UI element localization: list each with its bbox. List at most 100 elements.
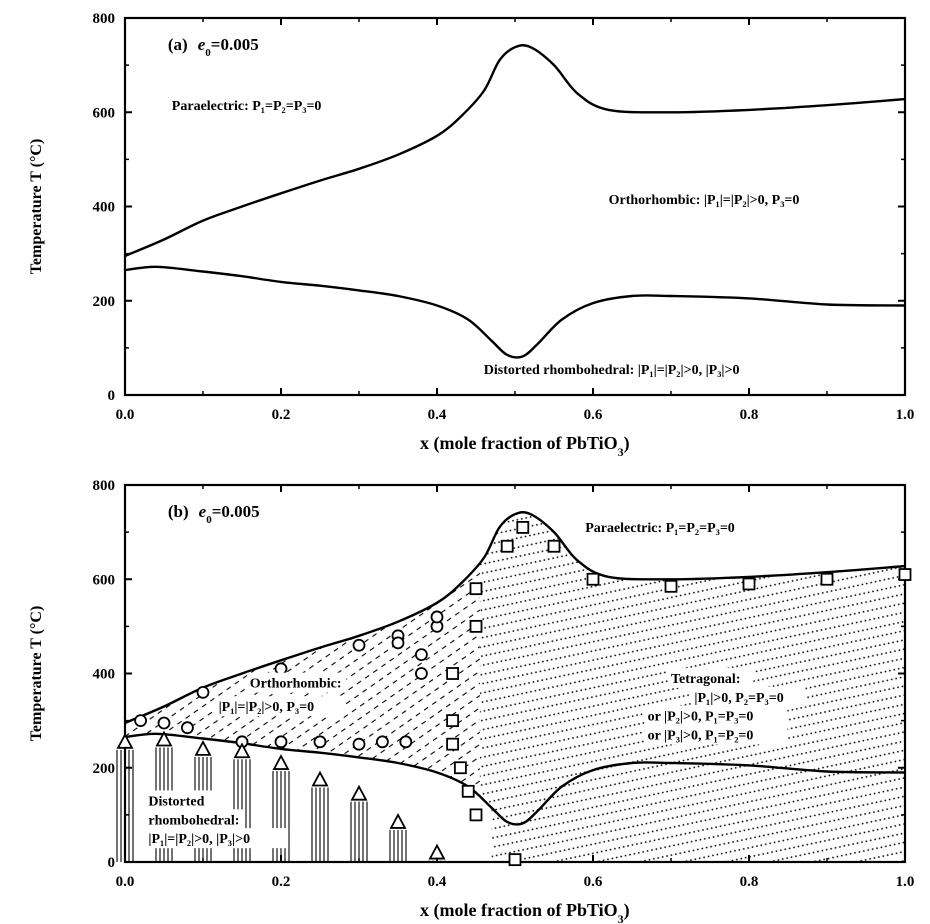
y-tick-label: 200 (93, 761, 116, 777)
square-data-point (469, 582, 483, 596)
x-tick-label: 0.0 (116, 407, 135, 423)
x-tick-label: 0.2 (272, 874, 291, 890)
annotation-background (246, 672, 347, 693)
square-data-point (446, 667, 460, 680)
y-tick-label: 0 (108, 388, 116, 404)
triangle-data-point (350, 784, 368, 801)
square-data-point (446, 737, 460, 751)
triangle-data-point (311, 770, 329, 787)
square-data-point (547, 539, 561, 553)
x-tick-label: 0.6 (584, 407, 603, 423)
circle-data-point (180, 721, 194, 735)
parameter-value: =0.005 (211, 35, 259, 54)
x-tick-label: 0.2 (272, 407, 291, 423)
square-data-point (516, 521, 530, 534)
square-data-point (664, 579, 678, 593)
y-tick-label: 600 (93, 105, 116, 121)
annotation-background (145, 790, 217, 811)
phase-region-annotation: Orthorhombic: (250, 677, 342, 692)
square-data-point (500, 539, 514, 553)
parameter-symbol: e (199, 502, 207, 521)
x-tick-label: 0.4 (428, 874, 447, 890)
panel-label: (b) e0=0.005 (168, 502, 260, 526)
lower-phase-boundary-line (124, 265, 906, 359)
x-axis-label-end: ) (624, 433, 630, 454)
y-tick-label: 800 (93, 11, 116, 27)
upper-phase-boundary-line (124, 44, 906, 258)
y-tick-label: 0 (108, 855, 116, 871)
panel-b-phase-diagram: 0.0 0.2 0.4 0.6 0.8 1.0 0 200 400 600 800 Temperatu… (28, 478, 914, 924)
square-data-point (446, 714, 460, 728)
parameter-symbol: e (198, 35, 206, 54)
y-axis-label: Temperature T (°C) (28, 606, 45, 742)
triangle-data-point (272, 754, 290, 770)
x-axis-label: x (mole fraction of PbTiO3) (420, 433, 630, 459)
x-tick-label: 0.4 (428, 407, 447, 423)
circle-data-point (399, 735, 413, 749)
parameter-value: =0.005 (212, 502, 260, 521)
circle-data-point (414, 648, 428, 662)
phase-region-annotation: Distorted (148, 794, 204, 809)
y-tick-label: 400 (93, 200, 116, 216)
triangle-data-point (155, 730, 173, 747)
triangle-data-point (428, 843, 446, 860)
square-data-point (453, 761, 467, 775)
panel-a-phase-diagram: 0.0 0.2 0.4 0.6 0.8 1.0 0 200 400 600 800 Temperatu… (28, 11, 914, 459)
square-data-point (508, 853, 522, 867)
panel-label-letter: (b) (168, 502, 189, 521)
square-data-point (586, 572, 600, 586)
phase-region-annotation: Orthorhombic: |P₁|=|P₂|>0, P₃=0 (609, 193, 800, 208)
circle-data-point (313, 735, 327, 749)
annotation-background (644, 724, 788, 745)
x-tick-label: 0.8 (740, 874, 759, 890)
circle-data-point (391, 636, 405, 650)
x-tick-label: 0.0 (116, 874, 135, 890)
x-tick-label: 0.8 (740, 407, 759, 423)
circle-data-point (414, 667, 428, 680)
upper-phase-boundary-line (124, 511, 906, 725)
square-data-point (469, 808, 483, 822)
triangle-data-point (233, 742, 251, 759)
x-axis-label: x (mole fraction of PbTiO3) (420, 900, 630, 924)
y-tick-label: 200 (93, 294, 116, 310)
x-tick-label: 1.0 (896, 874, 915, 890)
circle-data-point (430, 610, 444, 624)
annotation-background (691, 686, 806, 707)
x-axis-label-subscript: 3 (618, 445, 624, 459)
phase-region-annotation: or |P₃|>0, P₁=P₂=0 (648, 728, 754, 743)
x-axis-label-main: x (mole fraction of PbTiO (420, 433, 618, 454)
phase-region-annotation: |P₁|=|P₂|>0, |P₃|>0 (148, 832, 250, 847)
phase-region-annotation: rhombohedral: (148, 813, 239, 828)
phase-region-annotation: |P₁|=|P₂|>0, P₃=0 (219, 700, 315, 715)
x-axis-label-main: x (mole fraction of PbTiO (420, 900, 618, 921)
y-tick-label: 800 (93, 478, 116, 494)
lower-phase-boundary-line (124, 732, 906, 826)
x-tick-label: 1.0 (896, 407, 915, 423)
circle-data-point (274, 662, 288, 676)
circle-data-point (196, 685, 210, 699)
parameter-subscript: 0 (205, 47, 211, 59)
triangle-data-point (389, 813, 407, 829)
triangle-data-point (194, 740, 212, 756)
y-tick-label: 400 (93, 667, 116, 683)
phase-region-annotation: Paraelectric: P₁=P₂=P₃=0 (585, 521, 735, 536)
annotation-background (668, 667, 754, 688)
circle-data-point (352, 737, 366, 751)
phase-region-annotation: Tetragonal: (671, 672, 740, 687)
circle-data-point (375, 735, 389, 749)
phase-region-annotation: or |P₂|>0, P₁=P₃=0 (648, 710, 754, 725)
square-data-point (898, 568, 912, 581)
circle-data-point (352, 638, 366, 652)
phase-region-annotation: |P₁|>0, P₂=P₃=0 (694, 691, 783, 706)
circle-data-point (274, 735, 288, 749)
annotation-background (582, 517, 761, 538)
x-axis-label-end: ) (624, 900, 630, 921)
square-data-point (742, 577, 756, 591)
square-data-point (461, 784, 475, 798)
x-axis-label-subscript: 3 (618, 912, 624, 924)
y-axis-label: Temperature T (°C) (28, 139, 45, 275)
circle-data-point (134, 714, 148, 728)
annotation-background (145, 828, 289, 849)
annotation-background (215, 696, 344, 717)
